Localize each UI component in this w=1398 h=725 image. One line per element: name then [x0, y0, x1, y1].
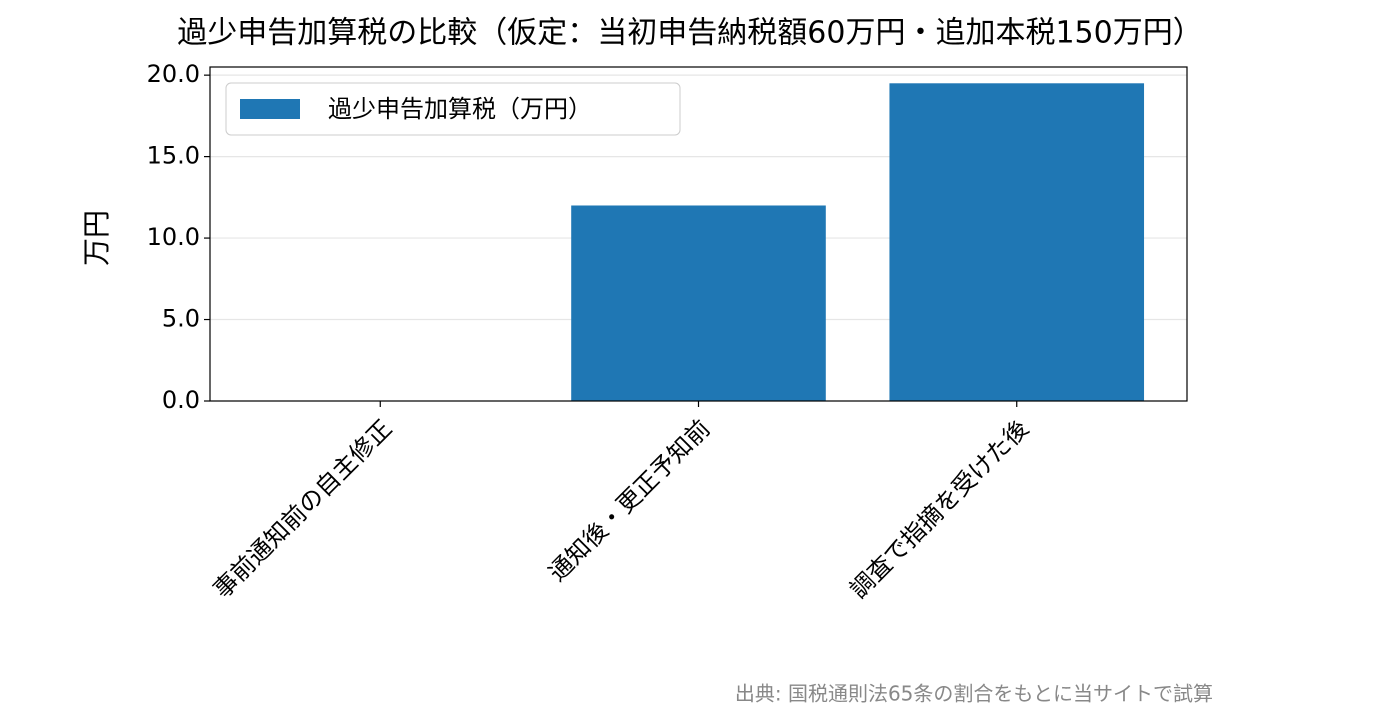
y-tick-label: 15.0: [147, 142, 200, 170]
x-tick-label: 通知後・更正予知前: [543, 414, 716, 587]
plot-frame: [209, 66, 1188, 402]
legend-label: 過少申告加算税（万円）: [328, 95, 592, 123]
y-tick-label: 20.0: [147, 60, 200, 88]
chart-title: 過少申告加算税の比較（仮定：当初申告納税額60万円・追加本税150万円）: [177, 16, 1202, 51]
legend: 過少申告加算税（万円）: [225, 82, 681, 136]
y-tick-label: 10.0: [147, 223, 200, 251]
source-note: 出典: 国税通則法65条の割合をもとに当サイトで試算: [735, 682, 1213, 706]
legend-frame: [225, 82, 681, 136]
x-tick-label: 事前通知前の自主修正: [208, 414, 398, 604]
bar: [571, 205, 826, 401]
y-tick-label: 0.0: [162, 386, 200, 414]
bar: [889, 83, 1145, 401]
y-tick-label: 5.0: [162, 305, 200, 333]
y-axis-label: 万円: [80, 210, 113, 266]
legend-swatch: [240, 99, 300, 119]
x-tick-label: 調査で指摘を受けた後: [844, 414, 1034, 604]
